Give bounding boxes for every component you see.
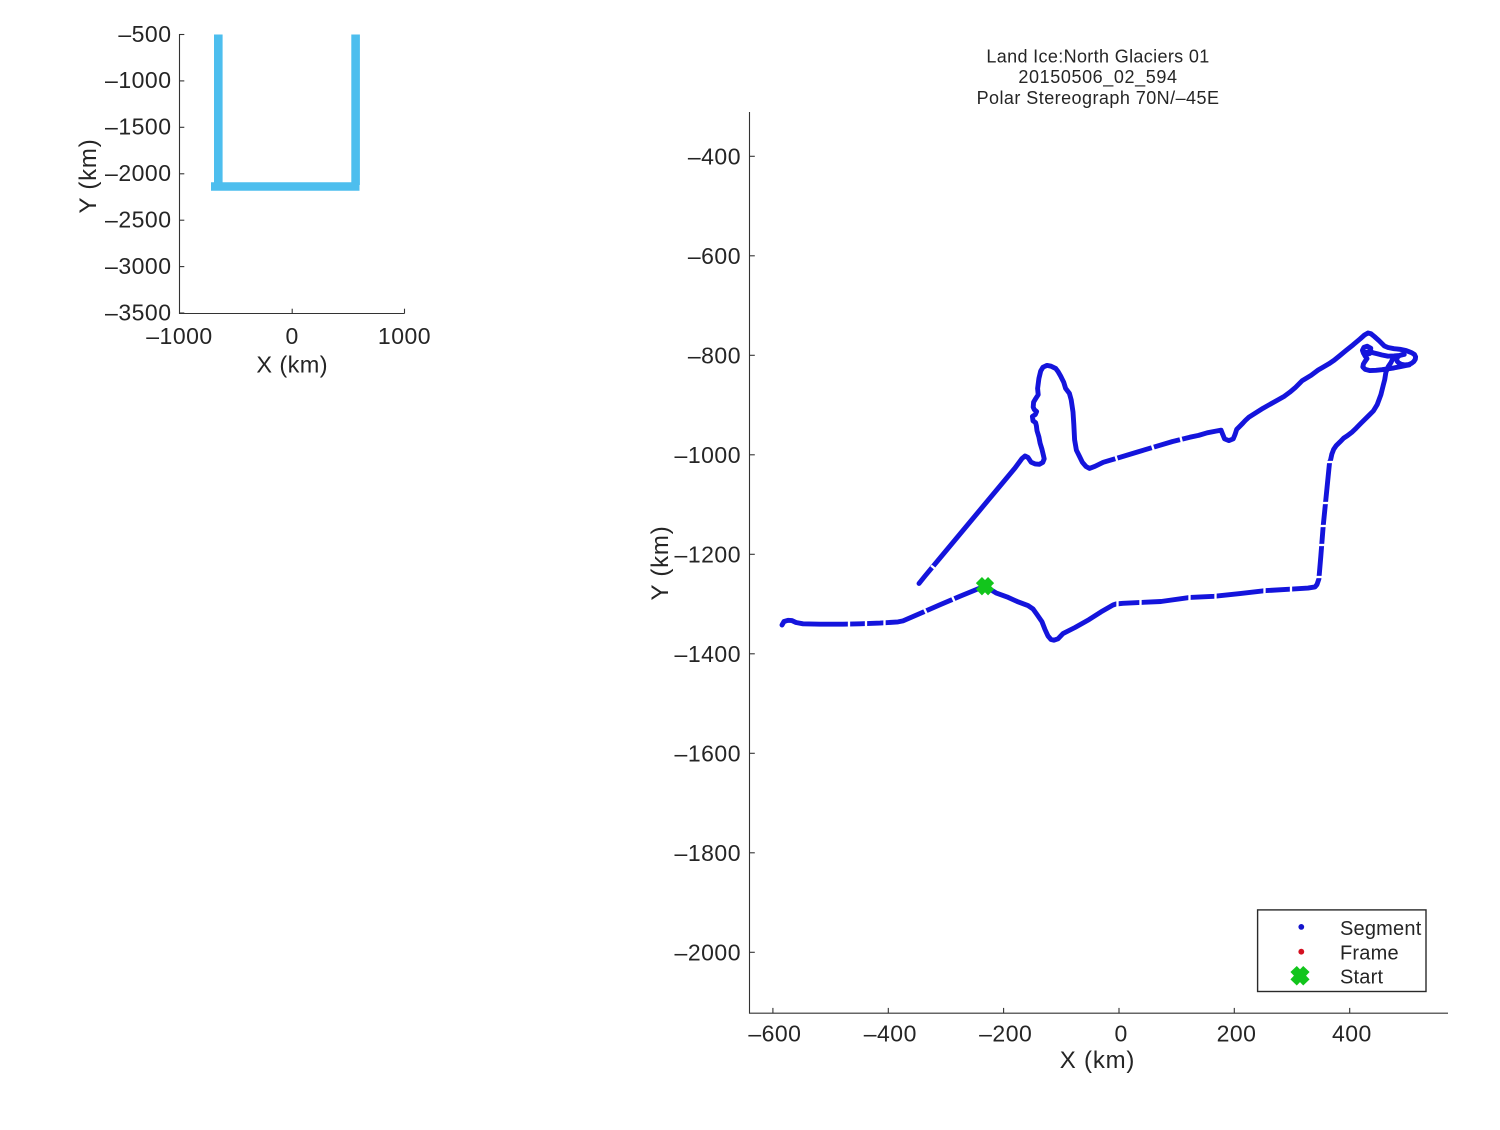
svg-text:–2500: –2500 (105, 207, 171, 233)
svg-text:–400: –400 (864, 1020, 917, 1046)
svg-text:1000: 1000 (378, 323, 431, 349)
svg-text:–200: –200 (979, 1020, 1032, 1046)
svg-text:Segment: Segment (1340, 918, 1422, 940)
svg-text:X (km): X (km) (256, 352, 328, 378)
svg-text:–500: –500 (118, 21, 171, 47)
svg-text:Land Ice:North Glaciers 01: Land Ice:North Glaciers 01 (986, 47, 1209, 67)
svg-text:–600: –600 (688, 243, 741, 269)
svg-text:–2000: –2000 (105, 160, 171, 186)
svg-text:20150506_02_594: 20150506_02_594 (1018, 67, 1177, 88)
svg-text:–600: –600 (748, 1020, 801, 1046)
svg-text:–800: –800 (688, 342, 741, 368)
svg-text:–1200: –1200 (675, 541, 741, 567)
svg-text:0: 0 (286, 323, 299, 349)
svg-text:–1000: –1000 (675, 442, 741, 468)
svg-text:X (km): X (km) (1060, 1047, 1135, 1074)
svg-text:Y (km): Y (km) (647, 525, 674, 600)
svg-text:–1000: –1000 (146, 323, 212, 349)
svg-text:–1800: –1800 (675, 840, 741, 866)
svg-text:–1600: –1600 (675, 740, 741, 766)
svg-text:–400: –400 (688, 143, 741, 169)
svg-text:–3000: –3000 (105, 253, 171, 279)
svg-text:400: 400 (1332, 1020, 1372, 1046)
svg-text:–1400: –1400 (675, 641, 741, 667)
svg-text:Polar Stereograph 70N/–45E: Polar Stereograph 70N/–45E (977, 88, 1220, 108)
svg-text:–3500: –3500 (105, 299, 171, 325)
svg-text:–1000: –1000 (105, 67, 171, 93)
svg-text:–1500: –1500 (105, 114, 171, 140)
svg-text:–2000: –2000 (675, 939, 741, 965)
svg-text:0: 0 (1114, 1020, 1127, 1046)
svg-text:Y (km): Y (km) (75, 138, 102, 213)
svg-text:Start: Start (1340, 967, 1383, 989)
svg-text:200: 200 (1217, 1020, 1257, 1046)
svg-text:Frame: Frame (1340, 943, 1399, 965)
